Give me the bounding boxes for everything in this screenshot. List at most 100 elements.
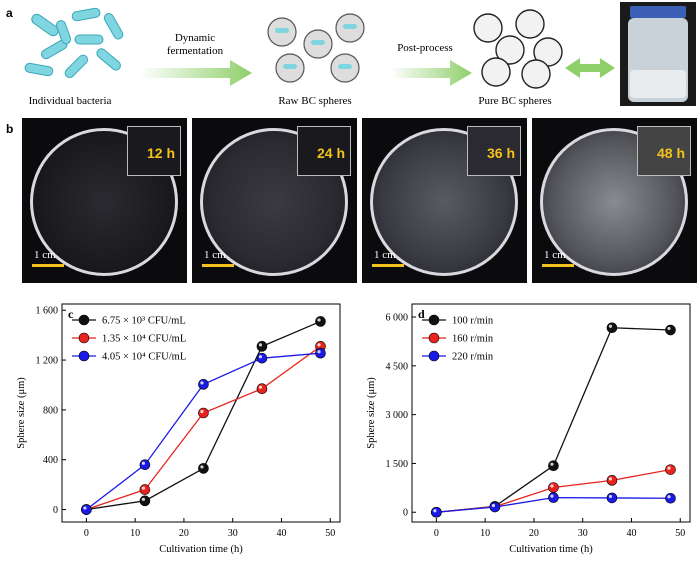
data-point xyxy=(315,316,326,327)
point-highlight xyxy=(667,326,671,331)
x-tick-label: 40 xyxy=(626,528,636,539)
arrow1-label-line1: Dynamic xyxy=(174,32,216,44)
data-point xyxy=(256,352,268,364)
scale-bar xyxy=(202,264,234,267)
point-highlight xyxy=(433,509,437,513)
data-point xyxy=(606,492,618,504)
plate-36h: 36 h 1 cm xyxy=(362,118,527,283)
point-highlight xyxy=(317,350,321,354)
legend-marker xyxy=(78,332,90,344)
data-point xyxy=(489,501,501,513)
point-highlight xyxy=(550,484,554,488)
plate-12h: 12 h 1 cm xyxy=(22,118,187,283)
legend-marker xyxy=(428,350,440,362)
y-tick-label: 800 xyxy=(43,405,58,416)
panel-letter: c xyxy=(68,307,74,321)
point-highlight xyxy=(258,343,263,347)
data-point xyxy=(665,492,676,504)
point-highlight xyxy=(608,494,613,499)
data-point xyxy=(315,347,326,359)
y-tick-label: 1 600 xyxy=(36,306,59,317)
point-highlight xyxy=(200,465,204,469)
y-tick-label: 400 xyxy=(43,455,58,466)
data-point xyxy=(198,407,209,419)
data-point xyxy=(139,484,151,495)
inset-zoom xyxy=(467,126,521,176)
point-highlight xyxy=(491,503,496,508)
series-line xyxy=(85,352,321,511)
point-highlight xyxy=(667,466,671,470)
time-label: 24 h xyxy=(316,145,345,161)
point-highlight xyxy=(258,385,263,389)
plot-frame xyxy=(61,303,341,523)
x-tick-label: 30 xyxy=(578,528,588,539)
panel-letter: d xyxy=(418,307,425,321)
x-tick-label: 10 xyxy=(480,528,490,539)
scale-bar xyxy=(542,264,574,267)
point-highlight xyxy=(608,324,613,328)
scale-label: 1 cm xyxy=(34,249,56,261)
legend-marker xyxy=(428,314,440,326)
point-highlight xyxy=(83,506,87,510)
data-point xyxy=(139,495,151,507)
point-highlight xyxy=(317,343,321,347)
data-point xyxy=(256,383,268,395)
data-point xyxy=(198,463,209,474)
legend-label: 100 r/min xyxy=(452,316,494,327)
series-line xyxy=(86,345,321,511)
inset-zoom xyxy=(297,126,351,176)
pure-spheres-group xyxy=(473,9,563,89)
y-tick-label: 1 200 xyxy=(36,356,59,367)
data-point xyxy=(81,504,92,515)
label-pure-bc-spheres: Pure BC spheres xyxy=(478,95,552,107)
point-highlight xyxy=(200,381,204,385)
x-axis-label: Cultivation time (h) xyxy=(159,544,243,555)
legend-marker xyxy=(428,332,440,344)
bacteria-group xyxy=(24,7,124,79)
x-tick-label: 30 xyxy=(228,528,238,539)
time-label: 36 h xyxy=(486,145,515,161)
x-tick-label: 0 xyxy=(84,528,89,539)
time-label: 48 h xyxy=(656,145,685,161)
scale-bar xyxy=(32,264,64,267)
inset-zoom xyxy=(127,126,181,176)
y-tick-label: 1 500 xyxy=(386,459,409,470)
time-label: 12 h xyxy=(146,145,175,161)
x-tick-label: 40 xyxy=(276,528,286,539)
data-point xyxy=(139,459,151,470)
panel-a-letter: a xyxy=(6,6,13,20)
y-tick-label: 4 500 xyxy=(386,361,409,372)
x-axis-label: Cultivation time (h) xyxy=(509,544,593,555)
chart-c: c 0 10 20 30 40 50 0 400 800 1 200 1 600 Cultivation… xyxy=(16,303,341,555)
y-tick-label: 3 000 xyxy=(386,410,409,421)
plot-frame xyxy=(411,303,691,523)
y-tick-label: 0 xyxy=(403,508,408,519)
data-point xyxy=(548,492,559,503)
legend-label: 220 r/min xyxy=(452,352,494,363)
y-axis-label: Sphere size (μm) xyxy=(16,377,27,449)
point-highlight xyxy=(141,497,146,501)
data-point xyxy=(606,475,618,486)
point-highlight xyxy=(667,495,671,499)
data-point xyxy=(548,482,559,493)
data-point xyxy=(431,506,442,518)
x-tick-label: 20 xyxy=(179,528,189,539)
x-tick-label: 20 xyxy=(529,528,539,539)
plate-48h: 48 h 1 cm xyxy=(532,118,697,283)
x-tick-label: 10 xyxy=(130,528,140,539)
scale-label: 1 cm xyxy=(374,249,396,261)
x-tick-label: 50 xyxy=(325,528,335,539)
x-tick-label: 50 xyxy=(675,528,685,539)
scale-bar xyxy=(372,264,404,267)
y-axis-label: Sphere size (μm) xyxy=(366,377,377,449)
data-point xyxy=(198,379,209,390)
data-point xyxy=(665,464,676,475)
point-highlight xyxy=(550,494,554,498)
legend-marker xyxy=(78,350,90,362)
y-tick-label: 0 xyxy=(53,505,58,516)
x-tick-label: 0 xyxy=(434,528,439,539)
y-tick-label: 6 000 xyxy=(386,313,409,324)
label-raw-bc-spheres: Raw BC spheres xyxy=(278,95,352,107)
panel-b-letter: b xyxy=(6,122,14,136)
data-point xyxy=(256,341,268,352)
